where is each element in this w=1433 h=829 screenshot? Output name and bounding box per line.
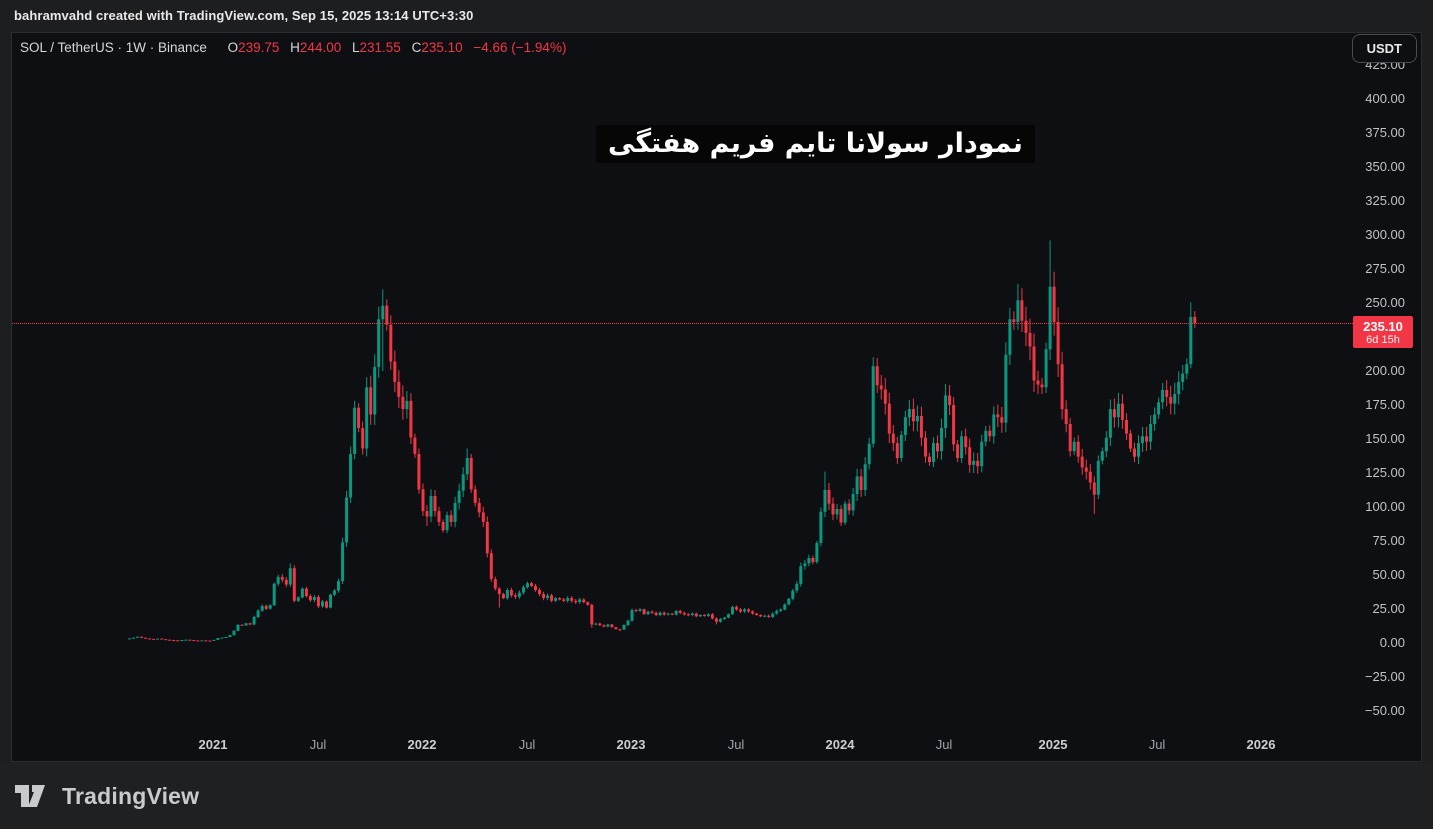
price-axis-label: 350.00 [1365, 159, 1405, 174]
price-axis-label: 0.00 [1379, 635, 1405, 650]
tradingview-logo-icon [14, 781, 52, 811]
price-axis-label: 150.00 [1365, 431, 1405, 446]
time-axis-label: Jul [518, 737, 536, 752]
ohlc-high-label: H [290, 40, 300, 55]
price-axis-label: 275.00 [1365, 261, 1405, 276]
ohlc-open-value: 239.75 [238, 40, 280, 55]
attribution-text: bahramvahd created with TradingView.com,… [14, 8, 474, 23]
price-axis-label: −50.00 [1364, 703, 1405, 718]
symbol-legend[interactable]: SOL / TetherUS · 1W · Binance O239.75 H2… [20, 40, 566, 55]
time-axis-label: 2023 [616, 737, 646, 752]
ohlc-low-label: L [351, 40, 360, 55]
price-axis-label: 250.00 [1365, 295, 1405, 310]
time-axis-label: 2024 [825, 737, 855, 752]
current-price-line [12, 323, 1353, 324]
time-axis-label: Jul [309, 737, 327, 752]
price-axis-label: 175.00 [1365, 397, 1405, 412]
bar-countdown: 6d 15h [1366, 333, 1400, 346]
price-axis-label: 125.00 [1365, 465, 1405, 480]
price-axis-label: 50.00 [1372, 567, 1405, 582]
chart-frame: SOL / TetherUS · 1W · Binance O239.75 H2… [11, 32, 1422, 762]
ohlc-close-label: C [411, 40, 422, 55]
ohlc-low-value: 231.55 [359, 40, 401, 55]
price-axis-label: 100.00 [1365, 499, 1405, 514]
time-axis-label: Jul [1148, 737, 1166, 752]
footer-bar: TradingView [0, 763, 1433, 829]
current-price-label: 235.10 6d 15h [1353, 316, 1413, 349]
price-axis[interactable]: 425.00 400.00 375.00 350.00 325.00 300.00 275.… [1321, 33, 1421, 761]
ohlc-high-value: 244.00 [299, 40, 342, 55]
price-axis-label: 25.00 [1372, 601, 1405, 616]
chart-title-annotation[interactable]: نمودار سولانا تایم فریم هفتگی [596, 125, 1035, 163]
price-axis-label: 200.00 [1365, 363, 1405, 378]
currency-toggle-button[interactable]: USDT [1351, 34, 1417, 63]
chart-area[interactable]: SOL / TetherUS · 1W · Binance O239.75 H2… [12, 33, 1421, 761]
ohlc-open-label: O [227, 40, 239, 55]
time-axis-label: Jul [727, 737, 745, 752]
ohlc-close-value: 235.10 [421, 40, 463, 55]
tradingview-logo[interactable]: TradingView [14, 781, 199, 811]
price-axis-label: 375.00 [1365, 125, 1405, 140]
change-value: −4.66 (−1.94%) [473, 40, 567, 55]
time-axis[interactable]: 2021 Jul 2022 Jul 2023 Jul 2024 Jul 2025 Jul 2026 [12, 33, 1421, 761]
attribution-bar: bahramvahd created with TradingView.com,… [0, 0, 1433, 32]
time-axis-label: 2025 [1038, 737, 1068, 752]
time-axis-label: 2021 [198, 737, 228, 752]
current-price-value: 235.10 [1363, 318, 1403, 334]
time-axis-label: 2022 [407, 737, 437, 752]
time-axis-label: 2026 [1246, 737, 1276, 752]
price-axis-label: 300.00 [1365, 227, 1405, 242]
price-axis-label: 75.00 [1372, 533, 1405, 548]
price-axis-label: −25.00 [1364, 669, 1405, 684]
time-axis-label: Jul [935, 737, 953, 752]
price-axis-label: 325.00 [1365, 193, 1405, 208]
price-axis-label: 400.00 [1365, 91, 1405, 106]
tradingview-brand-text: TradingView [62, 782, 200, 809]
candlestick-chart[interactable] [12, 33, 1421, 761]
symbol-title[interactable]: SOL / TetherUS · 1W · Binance [20, 40, 207, 55]
